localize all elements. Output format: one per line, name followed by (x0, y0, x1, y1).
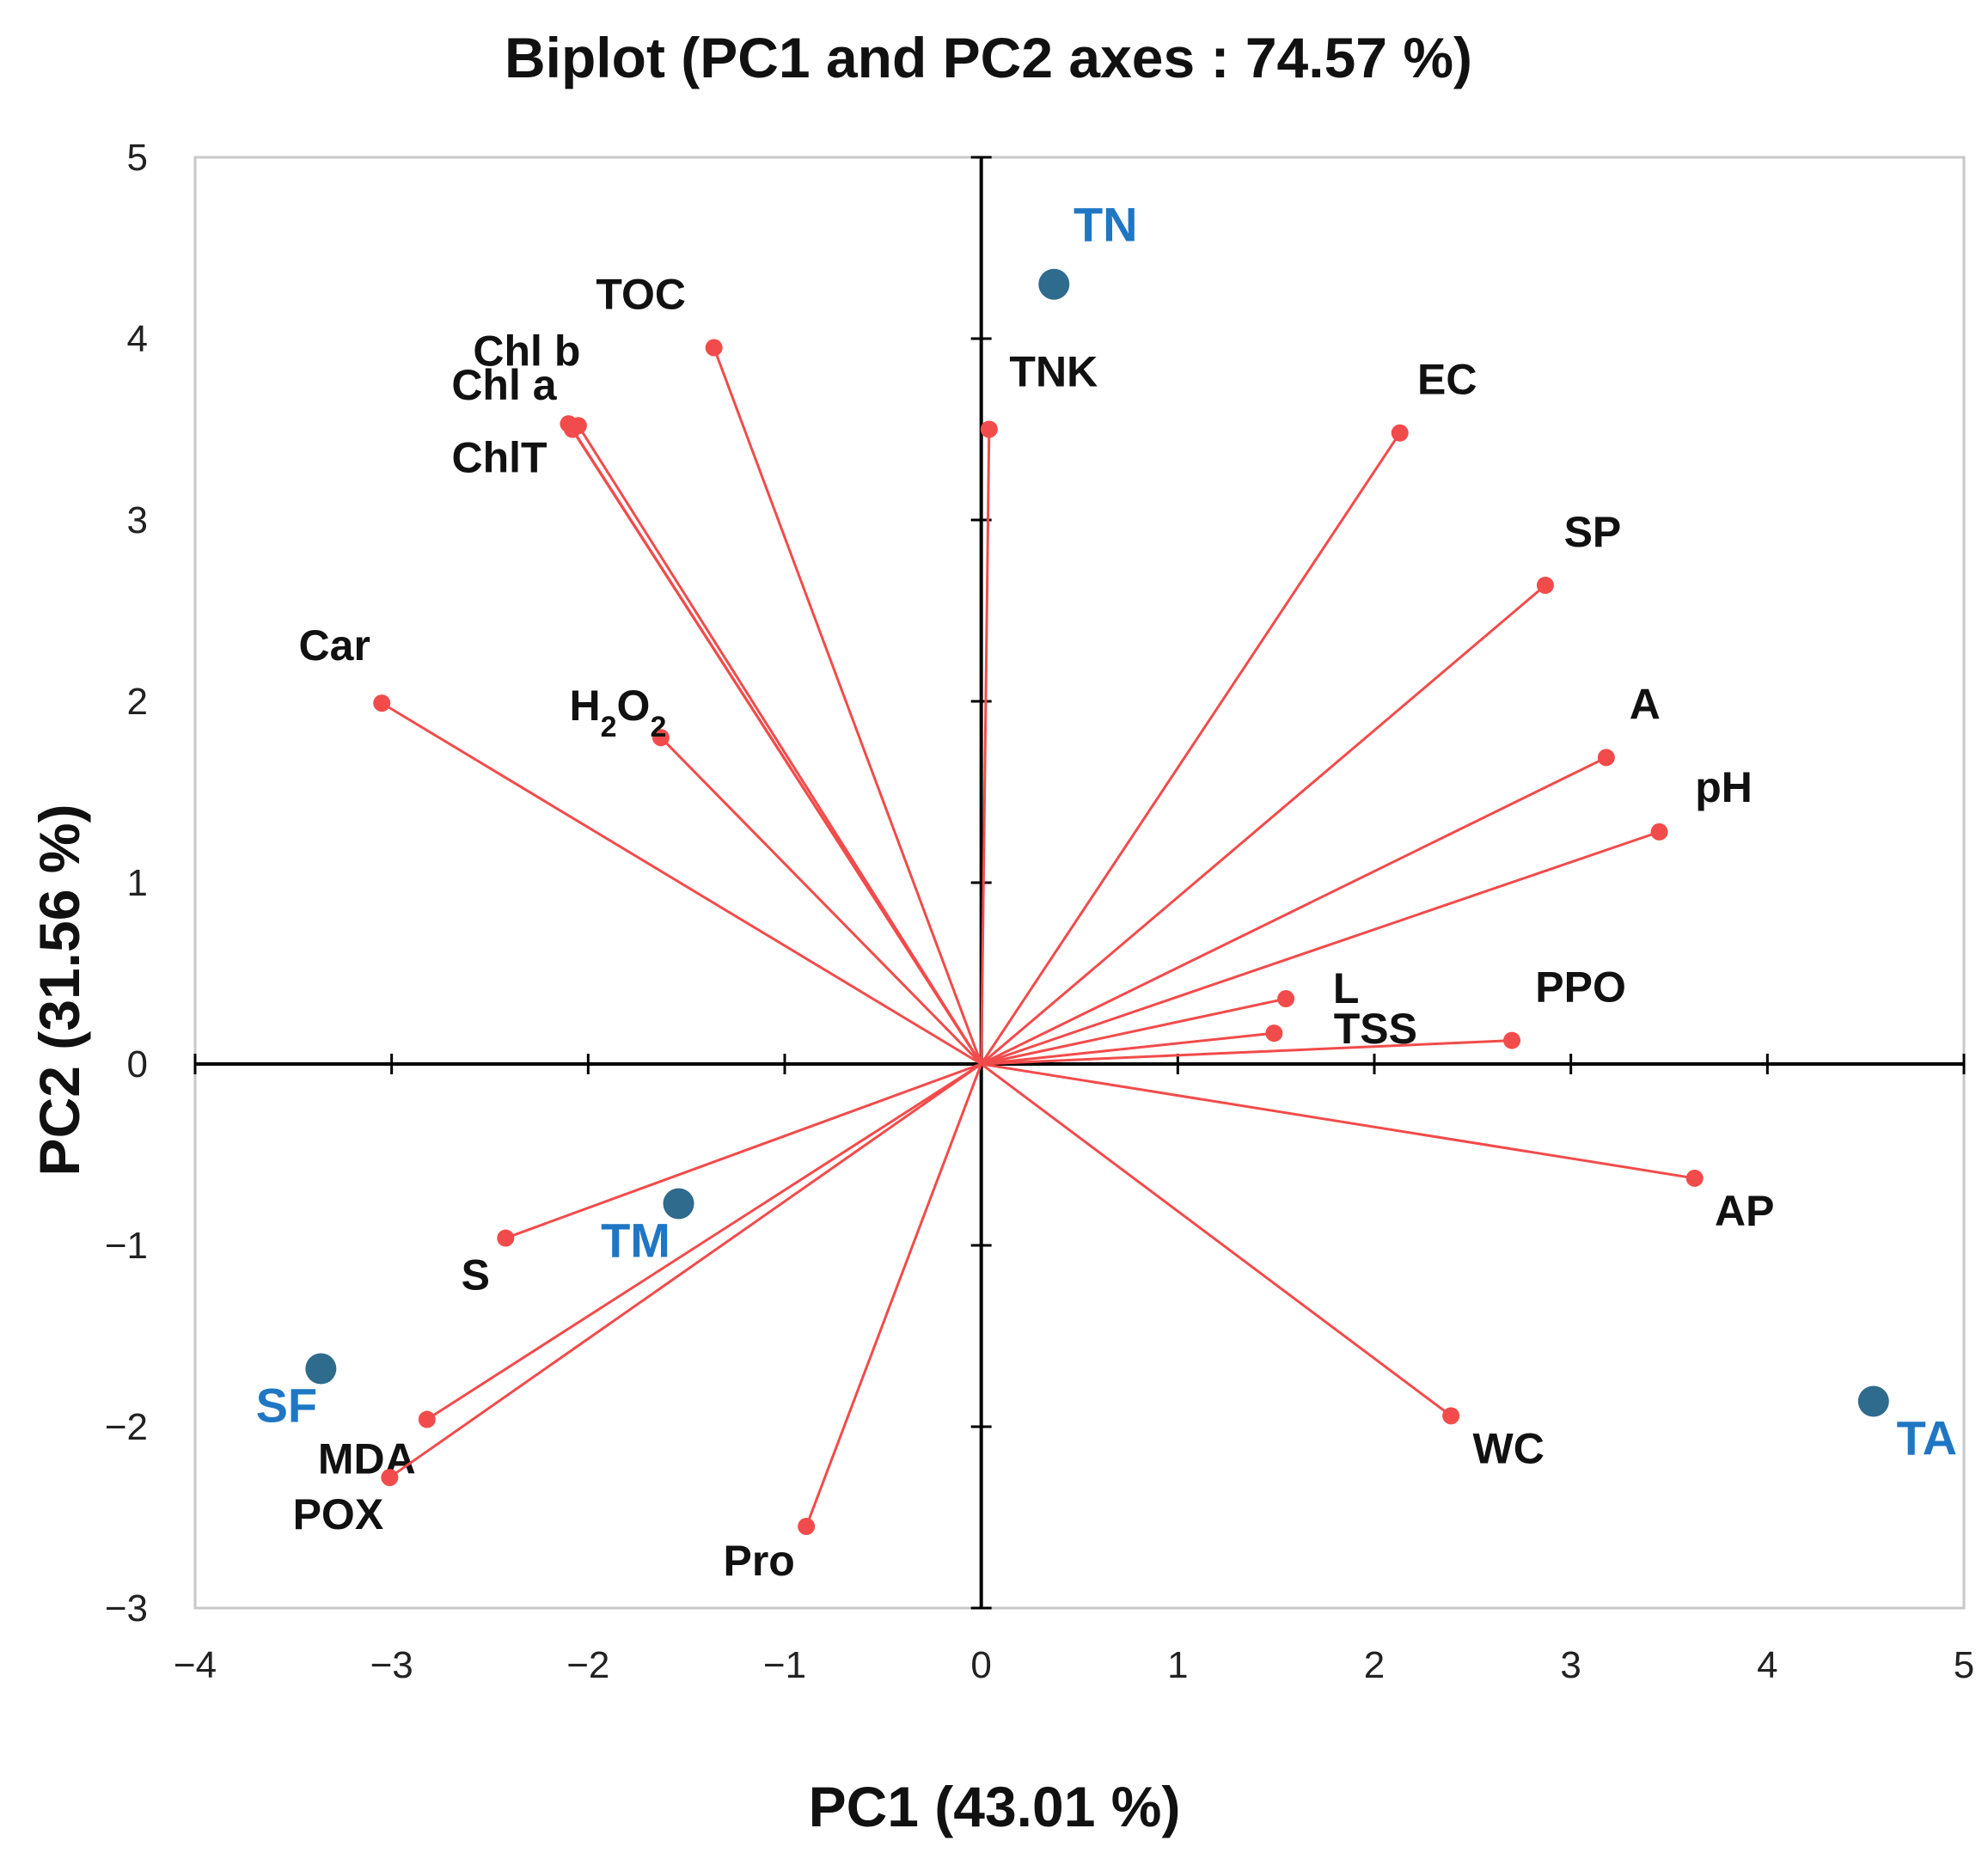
vector-line-a (981, 756, 1607, 1066)
vector-point-ap (1685, 1169, 1704, 1187)
vector-label-sp: SP (1564, 508, 1622, 556)
observation-point-tn (1038, 268, 1070, 300)
x-tick-label: −1 (763, 1644, 806, 1686)
x-tick-label: −3 (370, 1644, 413, 1686)
x-tick-label: 1 (1167, 1644, 1188, 1686)
vector-point-tnk (980, 420, 998, 438)
vector-line-toc (713, 347, 983, 1065)
vector-label-pox: POX (293, 1490, 384, 1538)
y-tick-label: 2 (127, 681, 148, 723)
observation-point-ta (1857, 1385, 1889, 1417)
plot-area-frame (193, 156, 1966, 1610)
vector-line-car (381, 701, 982, 1066)
vector-point-pox (381, 1469, 399, 1487)
chart-title: Biplot (PC1 and PC2 axes : 74.57 %) (505, 26, 1472, 89)
vector-point-wc (1442, 1407, 1460, 1425)
y-tick-label: 3 (127, 499, 148, 541)
vector-line-l (981, 997, 1287, 1066)
vector-line-tnk (980, 429, 991, 1065)
vector-point-l (1277, 990, 1295, 1008)
vector-point-s (497, 1229, 515, 1247)
vector-label-s: S (462, 1251, 490, 1299)
vector-label-l: L (1333, 964, 1360, 1012)
vector-point-sp (1536, 576, 1554, 594)
vector-label-ec: EC (1417, 356, 1477, 404)
vector-point-tss (1265, 1024, 1283, 1043)
vector-label-a: A (1630, 680, 1661, 728)
x-tick-label: 4 (1757, 1644, 1777, 1686)
x-tick-label: 5 (1954, 1644, 1974, 1686)
vector-label-toc: TOC (596, 271, 686, 319)
vector-label-tnk: TNK (1009, 348, 1098, 396)
vector-label-ph: pH (1695, 763, 1752, 811)
vector-label-mda: MDA (318, 1435, 416, 1483)
vector-label-h2o2: H2O2 (570, 682, 667, 743)
axes-layer: −4 −3 −2 −1 0 1 2 3 4 5 −3 −2 −1 0 1 2 3 4 5 (105, 137, 1974, 1686)
vector-line-ap (981, 1062, 1695, 1180)
vector-point-toc (705, 339, 723, 357)
observation-label-tm: TM (601, 1213, 670, 1267)
y-tick-label: −3 (105, 1587, 148, 1630)
vector-label-pro: Pro (723, 1537, 794, 1585)
vector-line-tss (981, 1031, 1275, 1066)
y-tick-label: −1 (105, 1225, 148, 1267)
x-tick-label: 0 (970, 1644, 991, 1686)
observation-label-tn: TN (1074, 198, 1138, 252)
vector-line-sp (980, 584, 1546, 1066)
vector-point-ph (1650, 822, 1668, 841)
vector-line-ph (981, 830, 1661, 1066)
vector-label-chl-a: Chl a (451, 361, 557, 409)
vector-point-ec (1391, 424, 1409, 442)
vector-point-car (373, 694, 391, 712)
vector-point-h2o2 (651, 729, 670, 747)
vector-label-car: Car (299, 621, 370, 670)
vector-line-s (505, 1062, 982, 1239)
vector-line-ec (980, 431, 1401, 1065)
vector-line-pro (804, 1063, 983, 1527)
vector-point-mda (418, 1410, 436, 1428)
vector-point-a (1597, 749, 1615, 767)
vector-point-pro (798, 1518, 816, 1536)
vector-line-mda (426, 1062, 982, 1421)
vector-line-wc (980, 1062, 1453, 1417)
vector-label-chl-b: Chl b (473, 327, 580, 375)
observation-point-tm (663, 1188, 694, 1220)
vector-point-chlt (564, 420, 582, 438)
y-axis-label: PC2 (31.56 %) (28, 804, 91, 1177)
y-tick-label: 5 (127, 137, 148, 179)
x-tick-label: 3 (1560, 1644, 1581, 1686)
vector-label-ap: AP (1715, 1187, 1774, 1235)
y-tick-label: 1 (127, 862, 148, 904)
vector-point-ppo (1503, 1031, 1521, 1049)
vector-line-h2o2 (659, 737, 982, 1066)
y-tick-label: 0 (127, 1043, 148, 1085)
observation-label-sf: SF (256, 1378, 318, 1432)
vector-line-chlt (571, 428, 982, 1065)
vector-line-pox (388, 1062, 982, 1479)
vector-label-chlt: ChlT (451, 434, 547, 482)
observation-points: TN TM SF TA (256, 198, 1957, 1465)
observation-point-sf (305, 1353, 337, 1385)
vector-line-ppo (981, 1039, 1513, 1066)
y-tick-label: −2 (105, 1406, 148, 1448)
y-tick-label: 4 (127, 318, 148, 360)
x-tick-label: −4 (174, 1644, 217, 1686)
observation-label-ta: TA (1897, 1410, 1958, 1465)
vector-label-wc: WC (1473, 1424, 1545, 1472)
x-axis-label: PC1 (43.01 %) (809, 1775, 1181, 1838)
x-tick-label: −2 (566, 1644, 609, 1686)
x-tick-label: 2 (1364, 1644, 1385, 1686)
vector-label-ppo: PPO (1535, 963, 1626, 1012)
